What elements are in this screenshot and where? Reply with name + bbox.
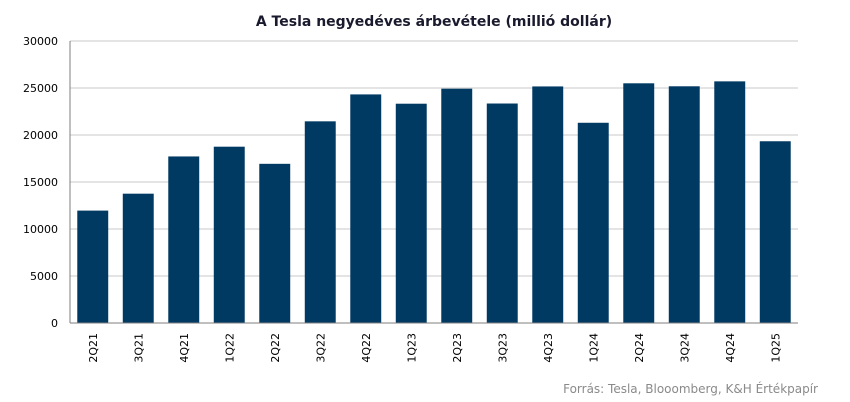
x-tick-label: 2Q23 <box>451 333 464 363</box>
y-tick-label: 5000 <box>30 270 58 283</box>
x-tick-label: 4Q23 <box>542 333 555 363</box>
x-tick-label: 3Q23 <box>496 333 509 363</box>
bar-3Q24 <box>668 86 700 323</box>
bar-1Q24 <box>577 122 609 323</box>
bar-1Q23 <box>395 103 427 323</box>
x-tick-label: 1Q24 <box>587 333 600 363</box>
bar-2Q21 <box>77 210 109 323</box>
bar-4Q22 <box>350 94 382 323</box>
source-note: Forrás: Tesla, Blooomberg, K&H Értékpapí… <box>563 381 818 396</box>
x-axis-ticks: 2Q21 3Q21 4Q21 1Q22 2Q22 3Q22 4Q22 1Q23 2Q23 3Q23… <box>87 333 783 363</box>
bar-3Q23 <box>486 103 518 323</box>
x-tick-label: 3Q22 <box>314 333 327 363</box>
x-tick-label: 2Q22 <box>269 333 282 363</box>
bar-1Q22 <box>213 146 245 323</box>
y-tick-label: 30000 <box>23 35 58 48</box>
bar-4Q24 <box>714 81 746 323</box>
bar-2Q22 <box>259 163 291 323</box>
bar-1Q25 <box>759 141 791 323</box>
y-tick-label: 20000 <box>23 129 58 142</box>
bar-4Q23 <box>532 86 564 323</box>
x-tick-label: 1Q25 <box>769 333 782 363</box>
x-tick-label: 3Q21 <box>132 333 145 363</box>
axes <box>69 41 798 324</box>
y-axis-ticks: 0 5000 10000 15000 20000 25000 30000 <box>23 35 58 330</box>
x-tick-label: 4Q24 <box>724 333 737 363</box>
y-tick-label: 0 <box>51 317 58 330</box>
y-tick-label: 10000 <box>23 223 58 236</box>
x-tick-label: 2Q21 <box>87 333 100 363</box>
chart-title: A Tesla negyedéves árbevétele (millió do… <box>256 14 612 30</box>
x-tick-label: 4Q21 <box>178 333 191 363</box>
x-tick-label: 3Q24 <box>678 333 691 363</box>
x-tick-label: 1Q23 <box>405 333 418 363</box>
y-tick-label: 25000 <box>23 82 58 95</box>
x-tick-label: 1Q22 <box>223 333 236 363</box>
bar-3Q22 <box>304 121 336 323</box>
x-tick-label: 4Q22 <box>360 333 373 363</box>
bar-3Q21 <box>122 193 154 323</box>
bar-2Q23 <box>441 88 473 323</box>
x-tick-label: 2Q24 <box>633 333 646 363</box>
y-tick-label: 15000 <box>23 176 58 189</box>
bar-4Q21 <box>168 156 200 323</box>
bar-2Q24 <box>623 83 655 323</box>
bars <box>77 81 791 323</box>
